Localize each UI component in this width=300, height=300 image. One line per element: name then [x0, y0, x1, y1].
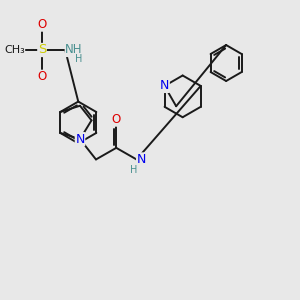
Text: O: O	[38, 18, 47, 31]
Text: S: S	[38, 44, 46, 56]
Text: N: N	[75, 133, 85, 146]
Text: NH: NH	[65, 44, 83, 56]
Text: H: H	[130, 165, 137, 175]
Text: N: N	[136, 153, 146, 166]
Text: H: H	[75, 54, 82, 64]
Text: CH₃: CH₃	[4, 45, 25, 55]
Text: N: N	[160, 80, 169, 92]
Text: O: O	[112, 113, 121, 126]
Text: O: O	[38, 70, 47, 83]
